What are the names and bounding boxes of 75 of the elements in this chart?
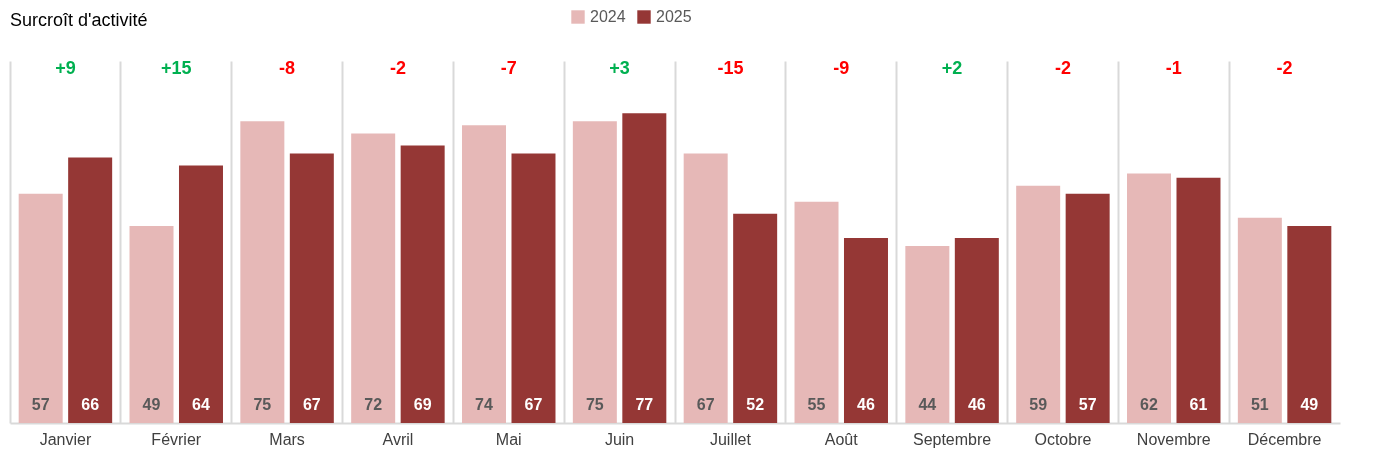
bar — [240, 121, 285, 423]
data-label: 67 — [302, 396, 321, 413]
data-label: 64 — [192, 396, 210, 413]
data-label: 46 — [857, 396, 875, 413]
bar — [18, 193, 63, 423]
bar — [289, 153, 334, 423]
bar — [954, 237, 999, 423]
data-label: 51 — [1250, 396, 1269, 413]
annotation: -9 — [833, 58, 850, 78]
annotation: +9 — [55, 58, 76, 78]
data-label: 72 — [364, 396, 383, 413]
x-tick-label: Juillet — [709, 430, 752, 448]
legend-label: 2024 — [590, 8, 626, 25]
bar — [1127, 173, 1172, 423]
bar — [462, 125, 507, 423]
bar — [351, 133, 396, 423]
annotation: +2 — [941, 58, 963, 78]
bar — [1237, 217, 1282, 423]
data-label: 62 — [1140, 396, 1159, 413]
bar — [622, 113, 667, 423]
x-tick-label: Septembre — [912, 430, 992, 448]
data-label: 66 — [81, 396, 100, 413]
x-tick-label: Mars — [269, 430, 305, 448]
annotation: -2 — [389, 58, 406, 78]
data-label: 67 — [696, 396, 715, 413]
data-label: 75 — [585, 396, 604, 413]
data-label: 75 — [253, 396, 272, 413]
bar — [905, 246, 950, 423]
data-label: 49 — [142, 396, 161, 413]
bar — [1016, 185, 1061, 423]
data-label: 57 — [31, 396, 50, 413]
x-tick-label: Janvier — [39, 430, 92, 448]
x-tick-label: Décembre — [1247, 430, 1322, 448]
annotation: +15 — [160, 58, 192, 78]
data-label: 44 — [918, 396, 937, 413]
bar — [129, 225, 174, 423]
annotation: -7 — [500, 58, 517, 78]
x-tick-label: Mai — [495, 430, 522, 448]
annotation: -1 — [1165, 58, 1182, 78]
annotation: -15 — [717, 58, 744, 78]
bar — [178, 165, 223, 423]
data-label: 74 — [475, 396, 494, 413]
bar — [400, 145, 445, 423]
bar — [68, 157, 113, 423]
data-label: 59 — [1029, 396, 1048, 413]
bar — [1176, 177, 1221, 423]
x-tick-label: Novembre — [1136, 430, 1211, 448]
data-label: 57 — [1078, 396, 1097, 413]
data-label: 77 — [635, 396, 654, 413]
x-tick-label: Avril — [382, 430, 414, 448]
bar — [1065, 193, 1110, 423]
data-label: 52 — [746, 396, 765, 413]
x-tick-label: Février — [151, 430, 202, 448]
bar — [794, 201, 839, 423]
data-label: 55 — [807, 396, 826, 413]
bar — [733, 213, 778, 423]
annotation: -2 — [1276, 58, 1293, 78]
annotation: -2 — [1054, 58, 1071, 78]
x-tick-label: Août — [824, 430, 859, 448]
data-label: 61 — [1189, 396, 1208, 413]
annotation: -8 — [279, 58, 296, 78]
data-label: 46 — [967, 396, 986, 413]
bar — [511, 153, 556, 423]
x-tick-label: Octobre — [1034, 430, 1092, 448]
legend-label: 2025 — [656, 8, 692, 25]
annotation: +3 — [609, 58, 630, 78]
data-label: 69 — [413, 396, 432, 413]
bar — [1287, 225, 1332, 423]
data-label: 67 — [524, 396, 543, 413]
bar — [683, 153, 728, 423]
x-tick-label: Juin — [604, 430, 635, 448]
bar — [843, 237, 888, 423]
data-label: 49 — [1300, 396, 1319, 413]
bar — [572, 121, 617, 423]
chart-title: Surcroît d'activité — [10, 10, 148, 30]
